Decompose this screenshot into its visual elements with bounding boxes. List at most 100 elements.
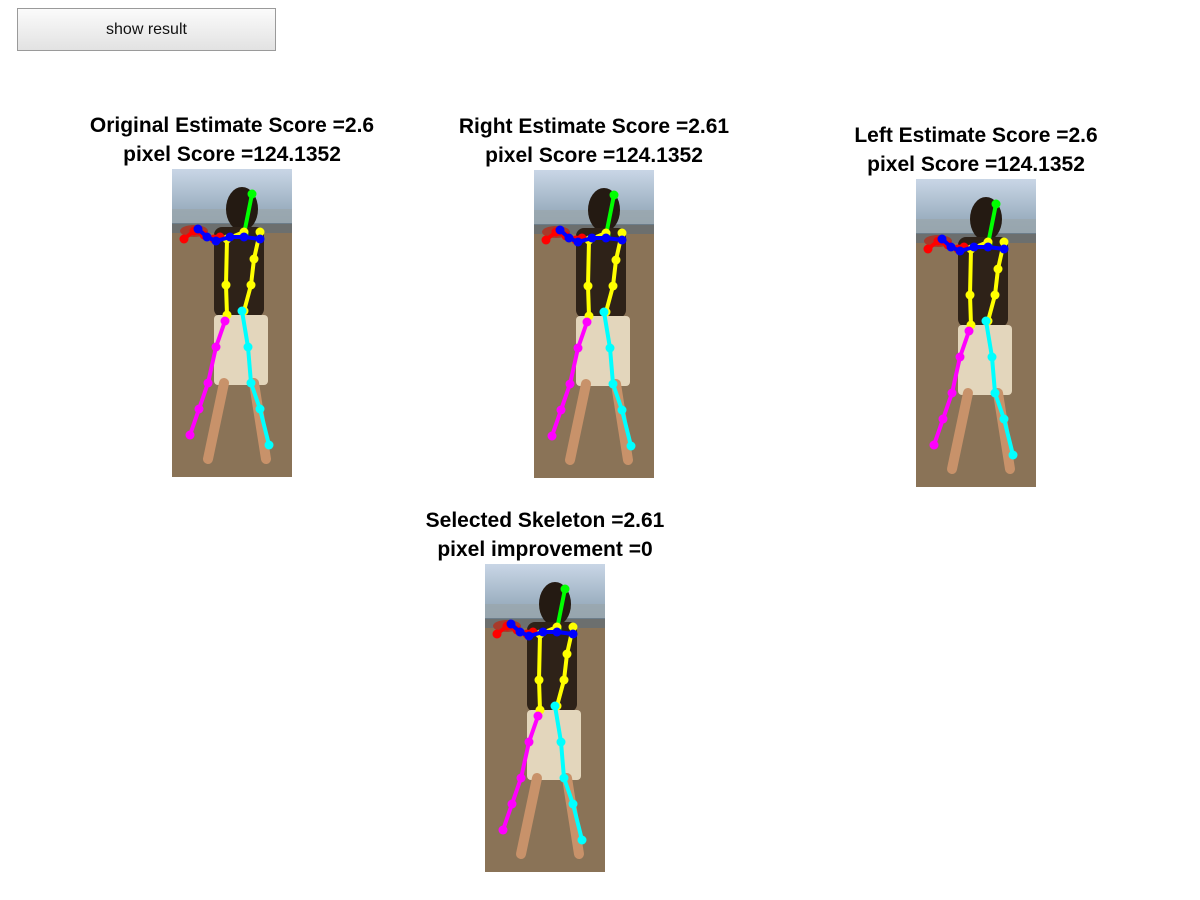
- skeleton-joint: [249, 254, 259, 264]
- skeleton-joint: [194, 404, 204, 414]
- skeleton-limb-torso-l: [604, 231, 624, 314]
- skeleton-joint: [983, 242, 993, 252]
- skeleton-joint: [947, 388, 957, 398]
- skeleton-joint: [981, 316, 991, 326]
- skeleton-joint: [211, 342, 221, 352]
- person-shorts: [958, 325, 1012, 395]
- skeleton-joint: [564, 233, 574, 243]
- skeleton-joint: [247, 189, 257, 199]
- skeleton-joint: [568, 622, 578, 632]
- skeleton-joint: [255, 234, 265, 244]
- skeleton-joint: [506, 619, 516, 629]
- skeleton-joint: [999, 244, 1009, 254]
- skeleton-joint: [225, 232, 235, 242]
- show-result-button[interactable]: show result: [17, 8, 276, 51]
- skeleton-joint: [568, 799, 578, 809]
- panel-subtitle: pixel Score =124.1352: [867, 153, 1085, 176]
- skeleton-limb-torso-l: [242, 230, 262, 313]
- panel-title: Left Estimate Score =2.6: [854, 124, 1098, 147]
- skeleton-limb-head: [604, 193, 616, 237]
- skeleton-joint: [541, 235, 551, 245]
- skeleton-joint: [617, 235, 627, 245]
- skeleton-joint: [507, 799, 517, 809]
- skeleton-joint: [221, 280, 231, 290]
- skeleton-joint: [220, 316, 230, 326]
- skeleton-joint: [211, 236, 221, 246]
- original-estimate-panel: Original Estimate Score =2.6 pixel Score…: [62, 111, 402, 477]
- skeleton-joint: [524, 737, 534, 747]
- skeleton-joint: [608, 379, 618, 389]
- person-leg: [516, 773, 542, 859]
- right-estimate-panel: Right Estimate Score =2.61 pixel Score =…: [424, 112, 764, 478]
- skeleton-joint: [559, 773, 569, 783]
- skeleton-joint: [573, 343, 583, 353]
- skeleton-joint: [237, 306, 247, 316]
- skeleton-joint: [599, 307, 609, 317]
- pose-image: [916, 179, 1036, 487]
- skeleton-joint: [601, 233, 611, 243]
- skeleton-joint: [573, 237, 583, 247]
- skeleton-joint: [556, 405, 566, 415]
- skeleton-joint: [987, 352, 997, 362]
- pose-image: [172, 169, 292, 477]
- skeleton-joint: [560, 584, 570, 594]
- panel-title: Original Estimate Score =2.6: [89, 114, 375, 137]
- skeleton-joint: [538, 627, 548, 637]
- skeleton-joint: [239, 232, 249, 242]
- skeleton-joint: [990, 290, 1000, 300]
- skeleton-joint: [243, 342, 253, 352]
- skeleton-joint: [552, 627, 562, 637]
- skeleton-joint: [955, 246, 965, 256]
- panel-subtitle: pixel Score =124.1352: [485, 144, 703, 167]
- skeleton-joint: [185, 430, 195, 440]
- skeleton-limb-head: [986, 202, 998, 246]
- skeleton-joint: [1008, 450, 1018, 460]
- person-shorts: [214, 315, 268, 385]
- skeleton-joint: [555, 225, 565, 235]
- skeleton-joint: [929, 440, 939, 450]
- panel-title: Selected Skeleton =2.61: [425, 509, 665, 532]
- skeleton-joint: [999, 237, 1009, 247]
- skeleton-joint: [582, 317, 592, 327]
- skeleton-joint: [179, 234, 189, 244]
- skeleton-joint: [946, 242, 956, 252]
- skeleton-joint: [246, 280, 256, 290]
- skeleton-joint: [577, 835, 587, 845]
- skeleton-joint: [999, 414, 1009, 424]
- skeleton-joint: [534, 675, 544, 685]
- panel-subtitle: pixel improvement =0: [437, 538, 653, 561]
- skeleton-joint: [993, 264, 1003, 274]
- person-leg: [565, 379, 591, 465]
- skeleton-joint: [498, 825, 508, 835]
- skeleton-joint: [556, 737, 566, 747]
- skeleton-joint: [568, 629, 578, 639]
- skeleton-joint: [626, 441, 636, 451]
- skeleton-joint: [524, 631, 534, 641]
- skeleton-joint: [605, 343, 615, 353]
- skeleton-joint: [955, 352, 965, 362]
- skeleton-joint: [533, 711, 543, 721]
- pose-image: [534, 170, 654, 478]
- left-estimate-panel: Left Estimate Score =2.6 pixel Score =12…: [806, 121, 1146, 487]
- skeleton-limb-torso-l: [555, 625, 575, 708]
- skeleton-joint: [565, 379, 575, 389]
- skeleton-joint: [246, 378, 256, 388]
- skeleton-joint: [203, 378, 213, 388]
- skeleton-joint: [990, 388, 1000, 398]
- skeleton-joint: [991, 199, 1001, 209]
- skeleton-joint: [255, 404, 265, 414]
- skeleton-joint: [550, 701, 560, 711]
- skeleton-joint: [516, 773, 526, 783]
- skeleton-joint: [202, 232, 212, 242]
- skeleton-limb-head: [242, 192, 254, 236]
- pose-image: [485, 564, 605, 872]
- skeleton-joint: [937, 234, 947, 244]
- skeleton-joint: [264, 440, 274, 450]
- skeleton-joint: [559, 675, 569, 685]
- skeleton-joint: [923, 244, 933, 254]
- skeleton-joint: [617, 405, 627, 415]
- panel-subtitle: pixel Score =124.1352: [123, 143, 341, 166]
- person-shorts: [576, 316, 630, 386]
- panel-title: Right Estimate Score =2.61: [458, 115, 730, 138]
- skeleton-joint: [609, 190, 619, 200]
